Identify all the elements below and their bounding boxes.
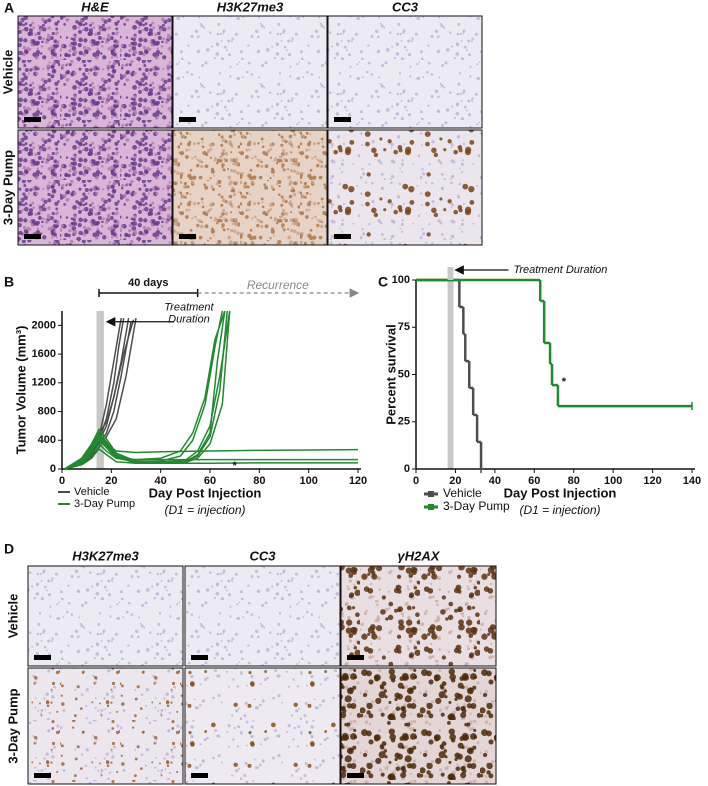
row-label: 3-Day Pump: [5, 688, 20, 763]
micrograph: [327, 129, 483, 246]
micrograph: [327, 15, 483, 129]
micrograph: [340, 565, 497, 667]
annotation: Treatment Duration: [513, 264, 607, 276]
column-header: H3K27me3: [72, 548, 139, 563]
row-label: 3-Day Pump: [0, 150, 15, 225]
y-tick-label: 75: [398, 321, 410, 333]
panel-label: D: [4, 541, 14, 557]
x-axis-subtitle: (D1 = injection): [519, 503, 600, 517]
scale-bar: [179, 234, 196, 239]
micrograph: [17, 15, 173, 129]
y-tick-label: 400: [38, 434, 56, 446]
x-tick-label: 80: [568, 475, 580, 487]
x-tick-label: 100: [604, 475, 622, 487]
micrograph: [184, 565, 341, 667]
tumor-line: [64, 442, 358, 470]
x-axis-label: Day Post Injection: [504, 485, 617, 500]
treatment-band-ext: [447, 267, 454, 280]
column-header: γH2AX: [398, 548, 441, 563]
y-tick-label: 100: [392, 274, 410, 286]
x-axis-subtitle: (D1 = injection): [164, 503, 245, 517]
scale-bar: [34, 655, 51, 660]
micrograph: [27, 565, 184, 667]
x-tick-label: 20: [449, 475, 461, 487]
annotation: Duration: [168, 314, 210, 326]
y-tick-label: 800: [38, 405, 56, 417]
row-label: Vehicle: [0, 50, 15, 95]
scale-bar: [334, 234, 351, 239]
x-tick-label: 140: [683, 475, 701, 487]
x-tick-label: 120: [349, 475, 367, 487]
x-tick-label: 80: [253, 475, 265, 487]
tumor-line: [64, 310, 224, 470]
scale-bar: [334, 117, 351, 122]
tumor-line: [64, 433, 359, 470]
annotation: Treatment: [164, 302, 214, 314]
micrograph: [340, 667, 497, 785]
x-tick-label: 40: [155, 475, 167, 487]
tumor-line: [64, 447, 358, 470]
micrograph: [172, 15, 328, 129]
x-tick-label: 40: [489, 475, 501, 487]
scale-bar: [347, 655, 364, 660]
scale-bar: [191, 773, 208, 778]
legend-label: Vehicle: [74, 486, 109, 498]
y-axis-label: Percent survival: [383, 324, 398, 424]
treatment-band: [96, 311, 104, 469]
x-tick-label: 100: [299, 475, 317, 487]
row-label: Vehicle: [5, 594, 20, 639]
x-tick-label: 60: [528, 475, 540, 487]
y-tick-label: 0: [404, 463, 410, 475]
micrograph: [27, 667, 184, 785]
legend-label: Vehicle: [443, 486, 482, 500]
column-header: H3K27me3: [217, 0, 284, 14]
micrograph: [17, 129, 173, 246]
significance-marker: *: [562, 376, 567, 388]
scale-bar: [34, 773, 51, 778]
x-tick-label: 60: [204, 475, 216, 487]
column-header: CC3: [249, 548, 276, 563]
y-tick-label: 50: [398, 368, 410, 380]
x-tick-label: 20: [105, 475, 117, 487]
legend-label: 3-Day Pump: [443, 499, 510, 513]
y-axis-label: Tumor Volume (mm³): [13, 326, 28, 455]
scale-bar: [347, 773, 364, 778]
treatment-band: [447, 280, 454, 469]
panel-label: B: [4, 274, 14, 290]
legend-swatch-box: [428, 504, 434, 510]
annotation: Recurrence: [247, 278, 309, 292]
legend-label: 3-Day Pump: [74, 498, 135, 510]
x-tick-label: 120: [643, 475, 661, 487]
significance-marker: *: [233, 460, 238, 472]
scale-bar: [24, 234, 41, 239]
panel-label: C: [378, 274, 388, 290]
column-header: H&E: [81, 0, 109, 14]
y-tick-label: 1200: [32, 377, 56, 389]
y-tick-label: 25: [398, 416, 410, 428]
x-axis-label: Day Post Injection: [149, 485, 262, 500]
scale-bar: [191, 655, 208, 660]
y-tick-label: 1600: [32, 348, 56, 360]
annotation: 40 days: [128, 277, 168, 289]
x-tick-label: 0: [59, 475, 65, 487]
x-tick-label: 0: [413, 475, 419, 487]
legend-swatch-box: [428, 491, 434, 497]
y-tick-label: 2000: [32, 319, 56, 331]
y-tick-label: 0: [50, 463, 56, 475]
scale-bar: [24, 117, 41, 122]
micrograph: [184, 667, 341, 785]
column-header: CC3: [392, 0, 419, 14]
scale-bar: [179, 117, 196, 122]
micrograph: [172, 129, 328, 246]
panel-label: A: [4, 0, 14, 16]
